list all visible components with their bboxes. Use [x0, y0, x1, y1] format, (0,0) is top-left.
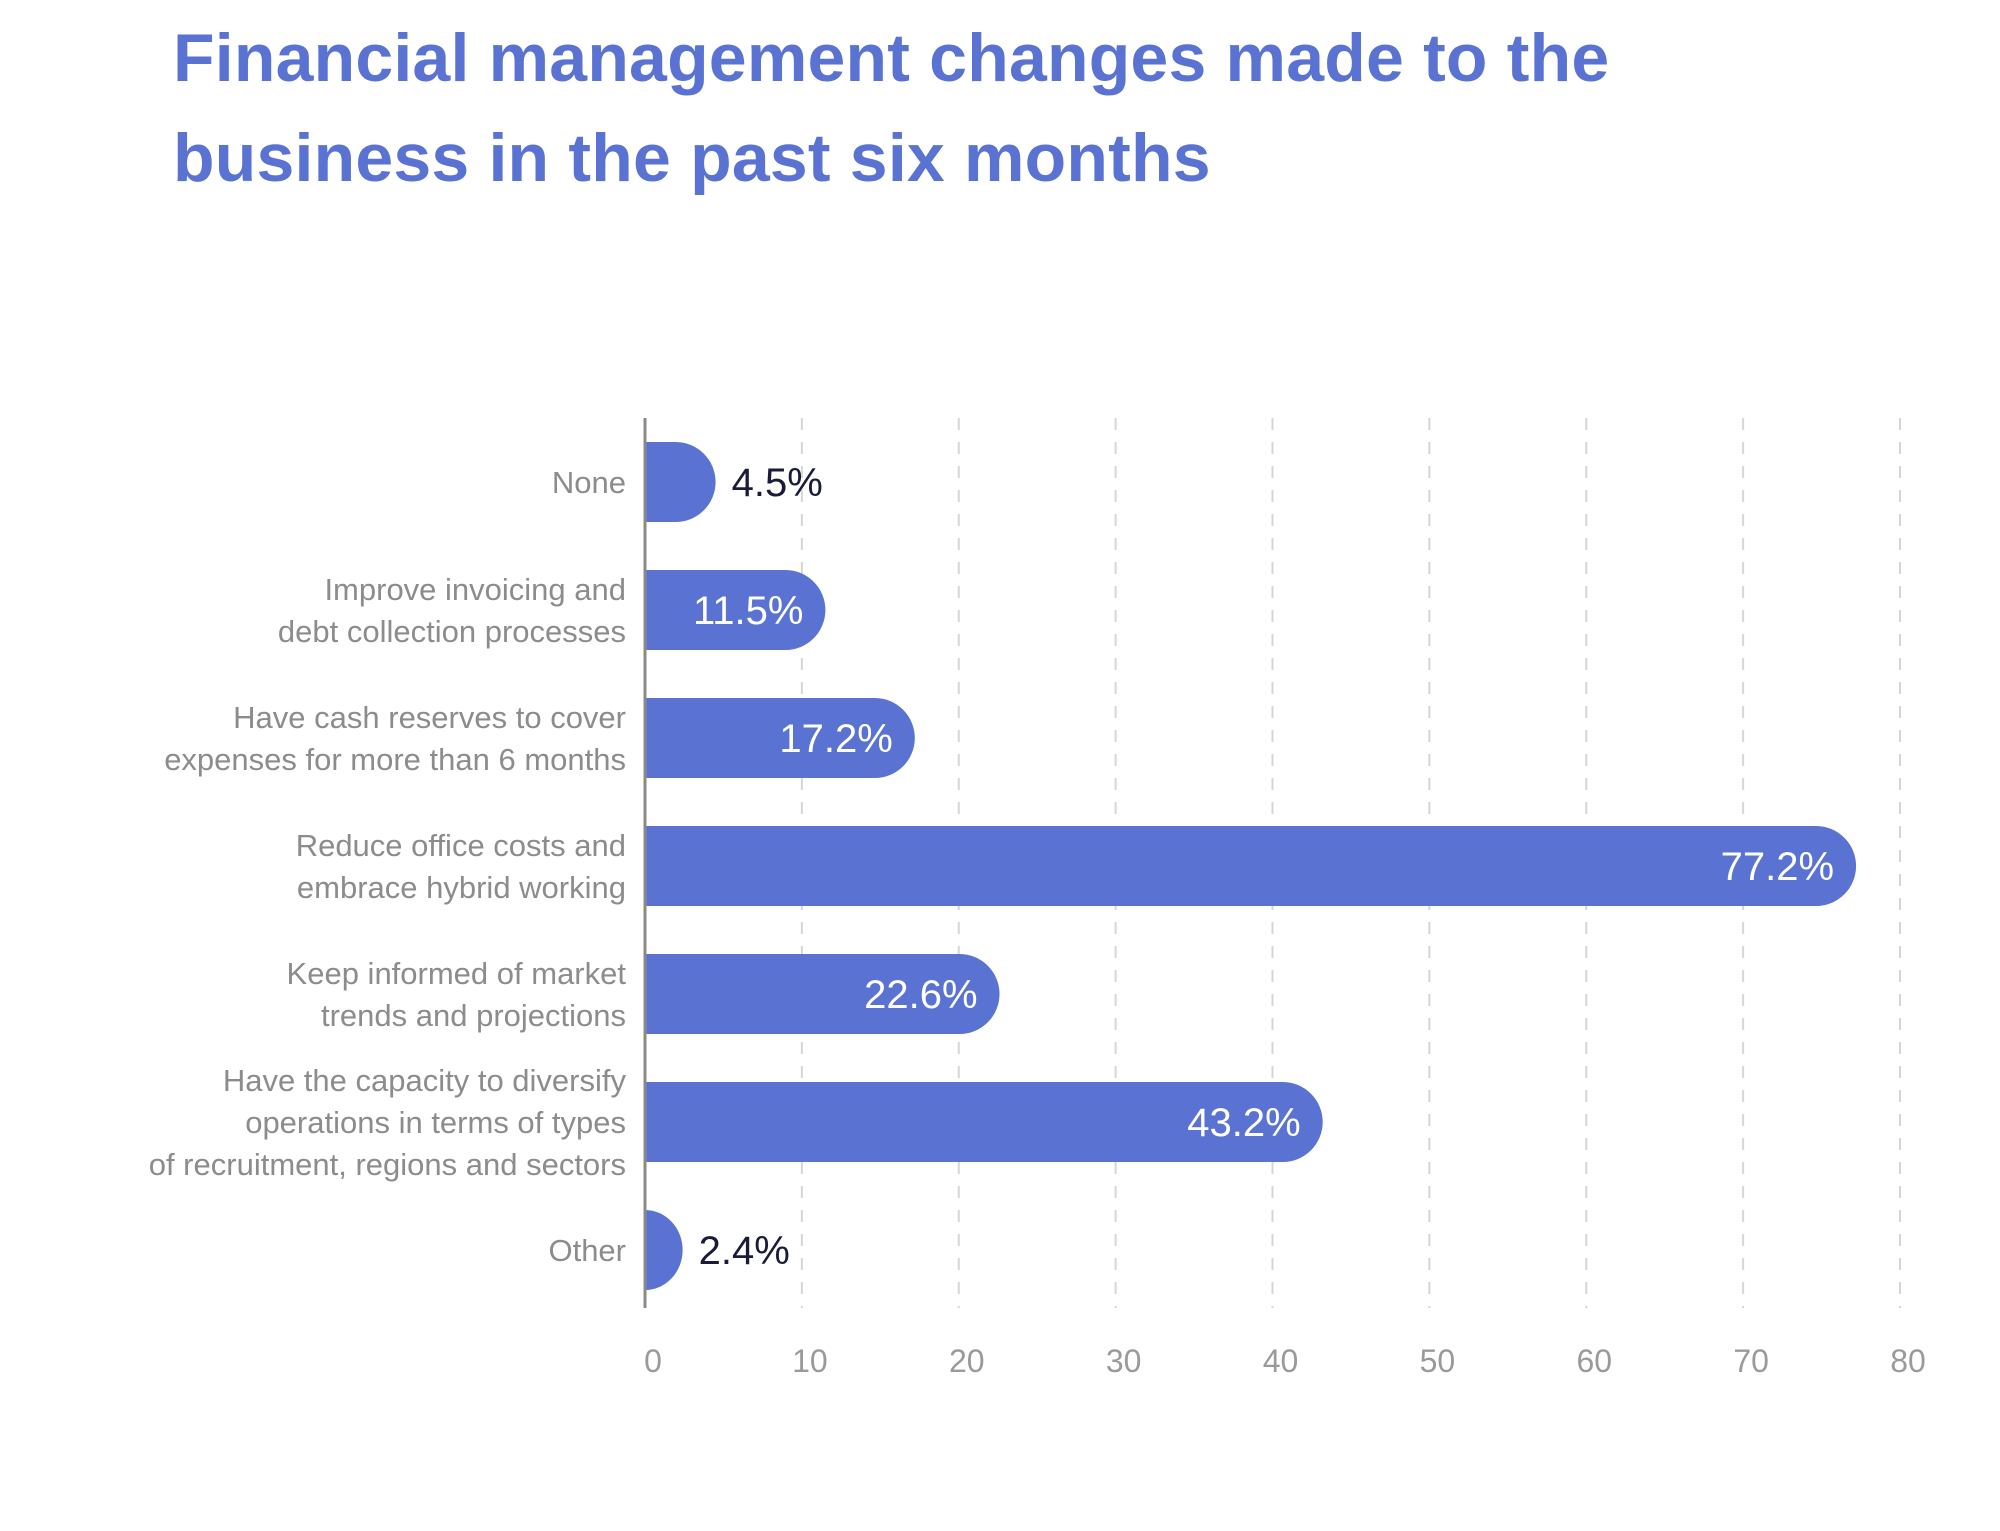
value-labels: 4.5% 11.5% 17.2% 77.2% 22.6% 43.2% 2.4% — [693, 461, 1834, 1273]
x-tick-label: 0 — [644, 1343, 662, 1379]
grid-lines — [800, 418, 1901, 1308]
bar — [645, 954, 1000, 1034]
category-label: Have the capacity to diversify operations… — [149, 1063, 627, 1182]
x-tick-label: 70 — [1733, 1343, 1769, 1379]
value-label: 11.5% — [693, 589, 803, 633]
category-label: Keep informed of market trends and projec… — [287, 956, 627, 1033]
bar — [645, 1210, 683, 1290]
category-label: None — [552, 465, 626, 500]
value-label: 43.2% — [1187, 1101, 1300, 1145]
value-label: 22.6% — [864, 973, 977, 1017]
bar — [645, 698, 915, 778]
x-tick-label: 60 — [1576, 1343, 1612, 1379]
category-label: Other — [548, 1233, 626, 1268]
bar — [645, 442, 716, 522]
category-label: Have cash reserves to cover expenses for … — [164, 700, 626, 777]
bar — [645, 1082, 1323, 1162]
x-axis-ticks: 0 10 20 30 40 50 60 70 80 — [644, 1343, 1926, 1379]
value-label: 77.2% — [1721, 845, 1834, 889]
bars — [645, 442, 1857, 1290]
x-tick-label: 80 — [1890, 1343, 1926, 1379]
x-tick-label: 40 — [1263, 1343, 1299, 1379]
category-labels: None Improve invoicing and debt collection… — [149, 465, 627, 1268]
chart-title: Financial management changes made to the… — [173, 20, 1610, 196]
category-label: Improve invoicing and debt collection pro… — [278, 572, 626, 649]
value-label: 17.2% — [779, 717, 892, 761]
value-label: 4.5% — [732, 461, 823, 505]
x-tick-label: 10 — [792, 1343, 828, 1379]
bar — [645, 570, 826, 650]
category-label: Reduce office costs and embrace hybrid wo… — [296, 828, 626, 905]
x-tick-label: 20 — [949, 1343, 985, 1379]
x-tick-label: 50 — [1420, 1343, 1456, 1379]
bar — [645, 826, 1857, 906]
x-tick-label: 30 — [1106, 1343, 1142, 1379]
value-label: 2.4% — [699, 1229, 790, 1273]
